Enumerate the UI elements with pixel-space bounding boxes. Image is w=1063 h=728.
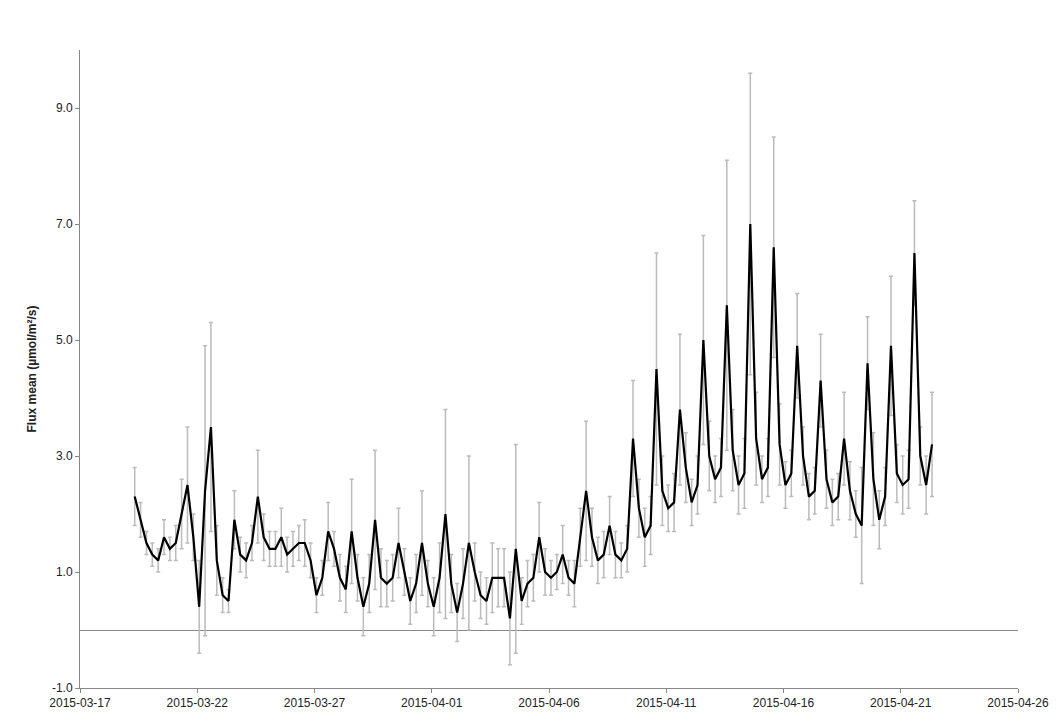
svg-text:1.0: 1.0 [56, 565, 73, 579]
svg-text:2015-04-16: 2015-04-16 [753, 696, 815, 710]
svg-text:5.0: 5.0 [56, 333, 73, 347]
svg-text:2015-03-27: 2015-03-27 [284, 696, 346, 710]
svg-text:3.0: 3.0 [56, 449, 73, 463]
svg-text:7.0: 7.0 [56, 217, 73, 231]
svg-text:2015-04-11: 2015-04-11 [636, 696, 697, 710]
svg-text:9.0: 9.0 [56, 101, 73, 115]
svg-text:2015-04-21: 2015-04-21 [870, 696, 932, 710]
svg-text:2015-04-26: 2015-04-26 [987, 696, 1049, 710]
svg-text:2015-04-01: 2015-04-01 [401, 696, 463, 710]
svg-text:2015-04-06: 2015-04-06 [518, 696, 580, 710]
svg-text:-1.0: -1.0 [52, 681, 73, 695]
svg-text:Flux mean (µmol/m²/s): Flux mean (µmol/m²/s) [25, 306, 39, 433]
svg-text:2015-03-22: 2015-03-22 [167, 696, 229, 710]
svg-text:2015-03-17: 2015-03-17 [49, 696, 111, 710]
